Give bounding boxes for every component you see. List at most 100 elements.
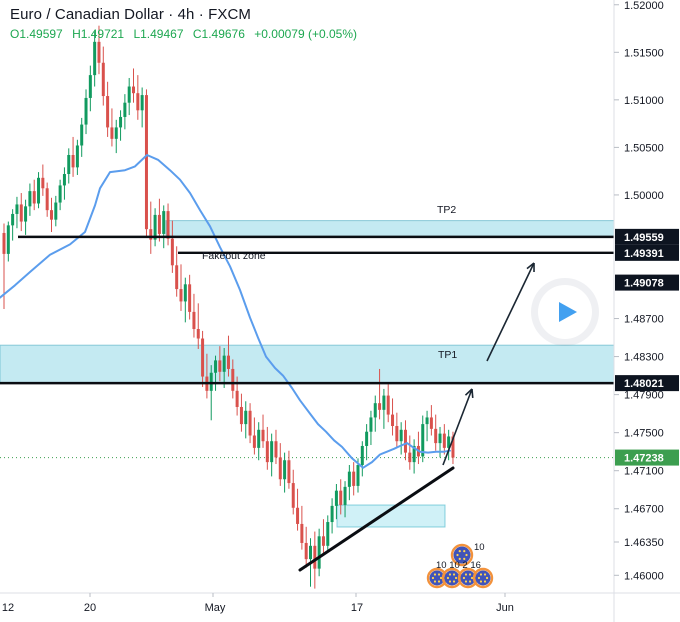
candle	[127, 77, 131, 116]
time-label: May	[205, 602, 226, 614]
candle	[248, 403, 252, 444]
candle-body	[300, 523, 304, 543]
watermark-counts-row: 10 10 2 16	[436, 560, 481, 571]
candle	[408, 435, 412, 470]
candle-body	[270, 441, 274, 463]
candle	[270, 433, 274, 477]
price-axis-bg[interactable]	[614, 0, 680, 622]
level-price-tag: 1.48021	[615, 375, 679, 392]
candle-body	[226, 355, 230, 369]
candle-body	[37, 177, 41, 204]
candle-body	[123, 102, 127, 117]
candle-body	[257, 429, 261, 448]
candle	[149, 201, 153, 254]
candle-body	[209, 372, 213, 391]
candle	[84, 89, 88, 135]
candle-body	[175, 265, 179, 290]
candle	[196, 303, 200, 349]
candle-body	[179, 289, 183, 302]
trendline[interactable]	[298, 466, 455, 572]
time-label: 12	[2, 602, 14, 614]
candle	[416, 431, 420, 465]
ma-line[interactable]	[0, 154, 451, 469]
candle	[157, 198, 161, 242]
flag-ring	[472, 567, 494, 589]
flag-star	[448, 580, 452, 583]
candle	[365, 424, 369, 461]
candle	[183, 277, 187, 323]
flag-star	[477, 576, 481, 580]
eu-flag-watermark: 10 10 10 2 16	[426, 542, 494, 589]
zone-TP2[interactable]: TP2	[165, 204, 615, 238]
flag-star	[446, 576, 450, 580]
flag-circle	[453, 546, 471, 564]
candle-body	[24, 206, 28, 222]
candle-body	[239, 406, 243, 425]
price-axis[interactable]: 1.52000 1.51500 1.51000 1.50500 1.50000 1.487…	[614, 0, 679, 582]
tag-text: 1.49391	[624, 248, 664, 260]
candle	[239, 393, 243, 432]
up-arrow[interactable]	[442, 388, 474, 466]
candle	[304, 526, 308, 568]
arrow-shaft[interactable]	[442, 388, 473, 466]
flag-star	[454, 576, 458, 580]
flag-star	[464, 573, 468, 576]
candle	[326, 515, 330, 553]
candle-body	[222, 355, 226, 372]
time-axis-bg[interactable]	[0, 593, 614, 622]
arrow-head	[471, 388, 474, 399]
candle-body	[6, 225, 10, 254]
play-button[interactable]	[531, 278, 599, 346]
eu-flag-icon	[450, 543, 474, 567]
arrow-shaft[interactable]	[486, 262, 535, 362]
candle	[188, 274, 192, 320]
candle	[321, 519, 325, 556]
tag-text: 1.49078	[624, 278, 664, 290]
candle	[343, 481, 347, 518]
price-label: 1.47900	[624, 390, 664, 402]
zone-rect[interactable]	[165, 220, 615, 238]
candle-body	[41, 177, 45, 189]
zone-rect[interactable]	[336, 504, 446, 528]
candle	[45, 182, 49, 217]
candle-body	[438, 433, 442, 444]
zone-TP1[interactable]: TP1	[0, 344, 615, 384]
price-label: 1.47500	[624, 428, 664, 440]
candle	[201, 330, 205, 388]
candle	[330, 498, 334, 534]
time-axis[interactable]: 12 20 May 17 Jun	[2, 593, 514, 614]
candle-body	[326, 522, 330, 546]
candle-body	[67, 154, 71, 175]
flag-star	[479, 573, 483, 576]
candle-body	[291, 483, 295, 508]
zone-demand-box[interactable]	[336, 504, 446, 528]
candle	[317, 528, 321, 577]
tag-bg	[615, 449, 679, 466]
candle	[37, 172, 41, 209]
price-label: 1.48700	[624, 314, 664, 326]
candle	[179, 264, 183, 311]
candle-body	[71, 154, 75, 168]
candle-body	[356, 464, 360, 486]
candle	[226, 335, 230, 377]
candle	[41, 164, 45, 196]
candle	[54, 195, 58, 227]
candle	[28, 183, 32, 216]
candle	[123, 94, 127, 130]
candle-body	[75, 145, 79, 168]
up-arrow[interactable]	[486, 262, 535, 362]
candle	[101, 46, 105, 106]
candle-body	[196, 329, 200, 339]
annotation-label: Fakeout zone	[202, 250, 266, 262]
candle-body	[62, 174, 66, 186]
zone-rect[interactable]	[0, 344, 615, 384]
price-label: 1.46700	[624, 504, 664, 516]
play-icon[interactable]	[559, 302, 577, 322]
candle-body	[287, 460, 291, 484]
candle-body	[170, 238, 174, 266]
candle	[360, 441, 364, 477]
flag-star	[456, 553, 459, 557]
candle	[391, 398, 395, 436]
